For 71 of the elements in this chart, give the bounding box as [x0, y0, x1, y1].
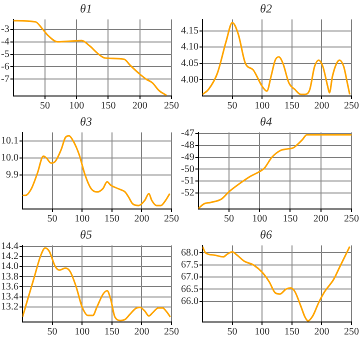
x-tick-label: 250 — [344, 100, 359, 112]
x-tick-label: 150 — [104, 214, 120, 225]
x-tick-label: 100 — [74, 326, 90, 338]
chart-title: θ1 — [80, 1, 92, 16]
y-tick-label: 13.6 — [1, 281, 18, 292]
chart-title: θ6 — [260, 227, 272, 242]
y-tick-label: 68.0 — [181, 247, 198, 258]
x-tick-label: 200 — [313, 214, 328, 225]
x-tick-label: 200 — [134, 214, 150, 225]
x-tick-label: 50 — [40, 100, 50, 112]
x-tick-label: 50 — [47, 214, 58, 225]
y-tick-label: 4.15 — [181, 25, 198, 36]
x-tick-label: 50 — [227, 326, 238, 338]
y-tick-label: -48 — [180, 140, 194, 152]
x-tick-label: 100 — [252, 214, 268, 225]
y-tick-label: -52 — [180, 188, 194, 199]
x-tick-label: 200 — [314, 100, 330, 112]
y-tick-label: -49 — [180, 152, 194, 163]
line-series — [202, 246, 351, 322]
y-tick-label: -6 — [0, 61, 10, 72]
y-tick-label: -7 — [0, 74, 10, 85]
y-tick-label: 4.10 — [181, 42, 198, 53]
y-tick-label: 4.05 — [181, 58, 198, 70]
x-tick-label: 150 — [284, 326, 300, 338]
x-tick-label: 200 — [314, 326, 330, 338]
x-tick-label: 250 — [344, 214, 359, 225]
line-series — [22, 135, 171, 206]
y-tick-label: 10.0 — [1, 152, 18, 164]
x-tick-label: 250 — [164, 326, 179, 338]
x-tick-label: 150 — [284, 100, 300, 112]
y-tick-label: 14.4 — [1, 241, 18, 252]
y-tick-label: -51 — [180, 176, 194, 187]
y-tick-label: -3 — [0, 24, 10, 35]
y-tick-label: 13.8 — [1, 271, 18, 282]
x-tick-label: 200 — [134, 326, 150, 338]
chart-title: θ4 — [260, 114, 272, 128]
line-series — [22, 247, 172, 322]
x-tick-label: 250 — [164, 214, 179, 225]
y-tick-label: 67.5 — [181, 259, 198, 270]
x-tick-label: 50 — [224, 214, 234, 225]
x-tick-label: 100 — [69, 100, 84, 112]
y-tick-label: -50 — [180, 164, 194, 175]
x-tick-label: 150 — [104, 326, 120, 338]
x-tick-label: 100 — [254, 100, 270, 112]
y-tick-label: -47 — [180, 128, 194, 140]
line-series — [198, 134, 352, 209]
line-series — [202, 22, 351, 96]
y-tick-label: -4 — [0, 36, 10, 48]
x-tick-label: 250 — [164, 100, 179, 112]
y-tick-label: 14.2 — [1, 251, 18, 262]
y-tick-label: 9.9 — [6, 170, 18, 181]
x-tick-label: 150 — [282, 214, 298, 225]
y-tick-label: -5 — [0, 48, 10, 60]
x-tick-label: 150 — [100, 100, 116, 112]
x-tick-label: 100 — [254, 326, 270, 338]
x-tick-label: 250 — [344, 326, 359, 338]
x-tick-label: 50 — [47, 326, 58, 338]
x-tick-label: 50 — [227, 100, 238, 112]
chart-title: θ2 — [260, 1, 272, 16]
y-tick-label: 4.00 — [181, 74, 198, 86]
y-tick-label: 13.2 — [1, 302, 18, 313]
y-tick-label: 10.1 — [1, 136, 18, 147]
x-tick-label: 200 — [132, 100, 148, 112]
y-tick-label: 66.5 — [181, 284, 198, 295]
y-tick-label: 14.0 — [1, 261, 18, 272]
y-tick-label: 67.0 — [181, 272, 198, 283]
chart-title: θ5 — [80, 227, 92, 242]
y-tick-label: 13.4 — [1, 291, 18, 302]
x-tick-label: 100 — [74, 214, 90, 225]
chart-title: θ3 — [80, 114, 92, 128]
y-tick-label: 66.0 — [181, 296, 198, 307]
